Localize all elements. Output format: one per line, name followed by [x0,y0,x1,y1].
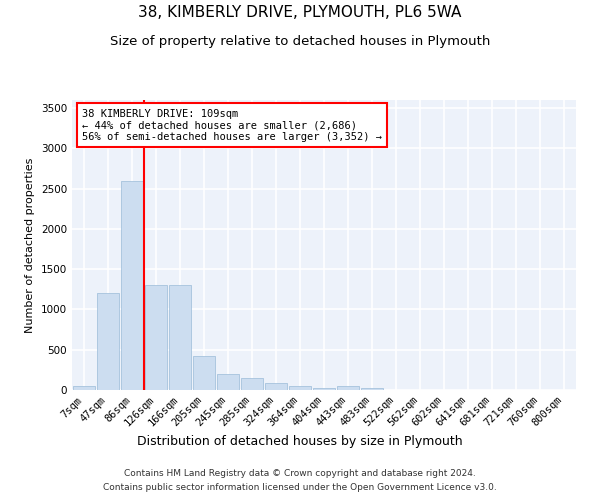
Bar [73,386,95,390]
Bar [121,180,143,390]
Text: Distribution of detached houses by size in Plymouth: Distribution of detached houses by size … [137,435,463,448]
Bar [289,386,311,390]
Bar [193,356,215,390]
Bar [217,374,239,390]
Bar [169,286,191,390]
Text: 38, KIMBERLY DRIVE, PLYMOUTH, PL6 5WA: 38, KIMBERLY DRIVE, PLYMOUTH, PL6 5WA [139,5,461,20]
Bar [313,388,335,390]
Bar [337,386,359,390]
Bar [97,294,119,390]
Bar [241,378,263,390]
Text: Contains public sector information licensed under the Open Government Licence v3: Contains public sector information licen… [103,484,497,492]
Text: Size of property relative to detached houses in Plymouth: Size of property relative to detached ho… [110,35,490,48]
Text: Contains HM Land Registry data © Crown copyright and database right 2024.: Contains HM Land Registry data © Crown c… [124,468,476,477]
Bar [265,383,287,390]
Text: 38 KIMBERLY DRIVE: 109sqm
← 44% of detached houses are smaller (2,686)
56% of se: 38 KIMBERLY DRIVE: 109sqm ← 44% of detac… [82,108,382,142]
Y-axis label: Number of detached properties: Number of detached properties [25,158,35,332]
Bar [145,286,167,390]
Bar [361,388,383,390]
